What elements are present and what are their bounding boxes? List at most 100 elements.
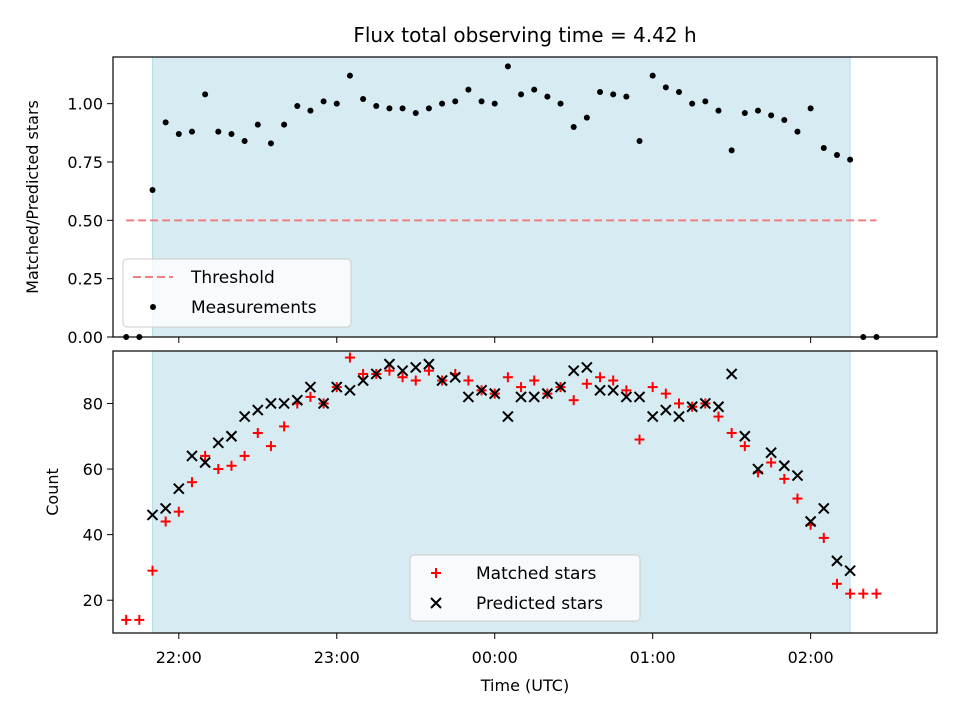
x-tick-label: 01:00 xyxy=(630,648,676,667)
predicted-star-point xyxy=(567,364,580,377)
measurement-point xyxy=(702,98,709,105)
predicted-star-point xyxy=(633,391,646,403)
cross-b xyxy=(225,430,238,442)
legend-cross-b xyxy=(430,597,442,609)
chart-title: Flux total observing time = 4.42 h xyxy=(353,23,696,47)
predicted-star-point xyxy=(818,502,830,515)
matched-star-point xyxy=(647,382,658,393)
measurement-point xyxy=(188,128,195,135)
cross-b xyxy=(844,564,856,577)
top-axes-border xyxy=(112,56,938,338)
predicted-star-point xyxy=(252,404,264,416)
measurement-point xyxy=(346,72,353,79)
legend-measurements-swatch xyxy=(150,304,156,310)
cross-b xyxy=(646,410,659,423)
measurement-point xyxy=(425,105,432,112)
cross-b xyxy=(765,446,777,459)
cross-b xyxy=(449,371,461,383)
measurement-point xyxy=(386,105,393,112)
predicted-star-point xyxy=(554,381,567,393)
matched-star-point xyxy=(305,391,316,402)
measurement-point xyxy=(649,72,656,79)
cross-b xyxy=(383,358,396,370)
matched-star-point xyxy=(792,493,803,504)
measurement-point xyxy=(583,114,590,121)
measurement-point xyxy=(504,63,511,70)
matched-star-point xyxy=(147,565,158,576)
cross-b xyxy=(475,384,488,397)
predicted-star-point xyxy=(159,502,172,515)
matched-star-point xyxy=(200,450,211,461)
measurement-point xyxy=(491,100,498,107)
predicted-star-point xyxy=(291,394,303,406)
cross-b xyxy=(317,397,330,410)
measurement-point xyxy=(373,103,380,109)
measurement-point xyxy=(360,96,367,102)
matched-star-point xyxy=(173,506,184,517)
measurement-point xyxy=(412,110,419,116)
measurement-point xyxy=(333,100,340,107)
cross-b xyxy=(752,463,764,475)
measurement-point xyxy=(662,84,669,91)
predicted-star-point xyxy=(607,384,619,397)
matched-star-point xyxy=(634,434,645,445)
cross-b xyxy=(146,509,159,521)
predicted-star-point xyxy=(383,358,396,370)
top-y-ticks: 0.00 0.25 0.50 0.75 1.00 xyxy=(67,95,113,347)
cross-b xyxy=(620,391,633,403)
cross-b xyxy=(238,410,251,423)
matched-star-point xyxy=(713,411,724,422)
cross-b xyxy=(436,374,448,387)
predicted-star-point xyxy=(317,397,330,410)
matched-star-point xyxy=(871,588,882,599)
measurement-point xyxy=(728,147,735,154)
matched-star-point xyxy=(226,460,237,471)
bottom-axes-border xyxy=(112,350,938,634)
x-tick-label: 22:00 xyxy=(156,648,202,667)
matched-star-point xyxy=(186,477,197,488)
measurement-point xyxy=(570,124,577,130)
predicted-star-point xyxy=(238,410,251,423)
predicted-star-point xyxy=(436,374,448,387)
measurement-point xyxy=(715,107,722,114)
predicted-star-point xyxy=(410,361,422,374)
x-tick-label: 02:00 xyxy=(788,648,834,667)
cross-b xyxy=(173,483,185,495)
cross-b xyxy=(607,384,619,397)
measurement-point xyxy=(557,100,564,107)
predicted-star-point xyxy=(212,437,225,449)
predicted-star-point xyxy=(831,555,843,567)
measurement-point xyxy=(452,98,459,105)
predicted-star-point xyxy=(475,384,488,397)
predicted-star-point xyxy=(699,397,712,410)
bottom-y-ticks: 20 40 60 80 xyxy=(83,394,113,610)
predicted-star-point xyxy=(265,397,277,410)
predicted-star-point xyxy=(791,469,804,482)
y-tick-label: 80 xyxy=(83,394,103,413)
y-tick-label: 0.50 xyxy=(67,211,103,230)
legend-matched-label: Matched stars xyxy=(476,564,596,584)
matched-star-point xyxy=(213,464,224,475)
measurement-point xyxy=(741,110,748,116)
matched-star-point xyxy=(502,372,513,383)
measurement-point xyxy=(254,121,261,128)
measurement-point xyxy=(399,105,406,112)
predicted-star-point xyxy=(370,368,382,380)
matched-star-point xyxy=(660,388,671,399)
cross-b xyxy=(831,555,843,567)
cross-b xyxy=(159,502,172,515)
matched-star-point xyxy=(779,473,790,484)
measurement-point xyxy=(597,89,604,95)
top-legend: Threshold Measurements xyxy=(122,258,352,328)
bottom-x-ticks: 22:00 23:00 00:00 01:00 02:00 xyxy=(156,633,834,667)
cross-b xyxy=(357,374,369,387)
predicted-star-point xyxy=(502,410,514,423)
x-tick-label: 00:00 xyxy=(472,648,518,667)
cross-b xyxy=(396,364,409,377)
matched-star-point xyxy=(384,365,395,376)
cross-b xyxy=(515,391,527,403)
predicted-star-point xyxy=(712,401,725,413)
predicted-star-point xyxy=(752,463,764,475)
cross-b xyxy=(699,397,712,410)
